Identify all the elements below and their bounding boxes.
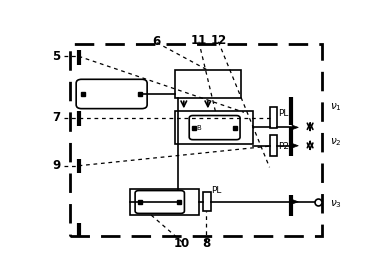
Bar [69, 45, 322, 236]
Polygon shape [292, 125, 298, 130]
Polygon shape [292, 143, 298, 148]
Text: 7: 7 [52, 111, 60, 124]
Text: 6: 6 [152, 35, 161, 48]
FancyBboxPatch shape [189, 116, 240, 140]
Text: PL: PL [278, 109, 288, 118]
Text: 12: 12 [210, 34, 227, 46]
Text: 11: 11 [191, 34, 207, 46]
Text: PL: PL [211, 186, 222, 195]
Bar [270, 107, 277, 129]
Text: $\nu_1$: $\nu_1$ [330, 101, 341, 113]
Text: $\nu_3$: $\nu_3$ [330, 198, 341, 210]
Bar [203, 192, 211, 211]
Text: 8: 8 [202, 237, 211, 250]
FancyBboxPatch shape [135, 191, 184, 213]
Text: 10: 10 [174, 237, 191, 250]
Bar [270, 135, 277, 157]
Bar [175, 111, 253, 144]
Bar [130, 189, 199, 215]
Text: $\nu_2$: $\nu_2$ [330, 137, 341, 148]
Text: 5: 5 [52, 50, 60, 63]
Text: 9: 9 [52, 159, 60, 172]
FancyBboxPatch shape [76, 79, 147, 109]
Polygon shape [292, 200, 298, 204]
Bar [175, 70, 241, 98]
Text: P2: P2 [278, 142, 289, 151]
Text: B: B [196, 125, 201, 130]
